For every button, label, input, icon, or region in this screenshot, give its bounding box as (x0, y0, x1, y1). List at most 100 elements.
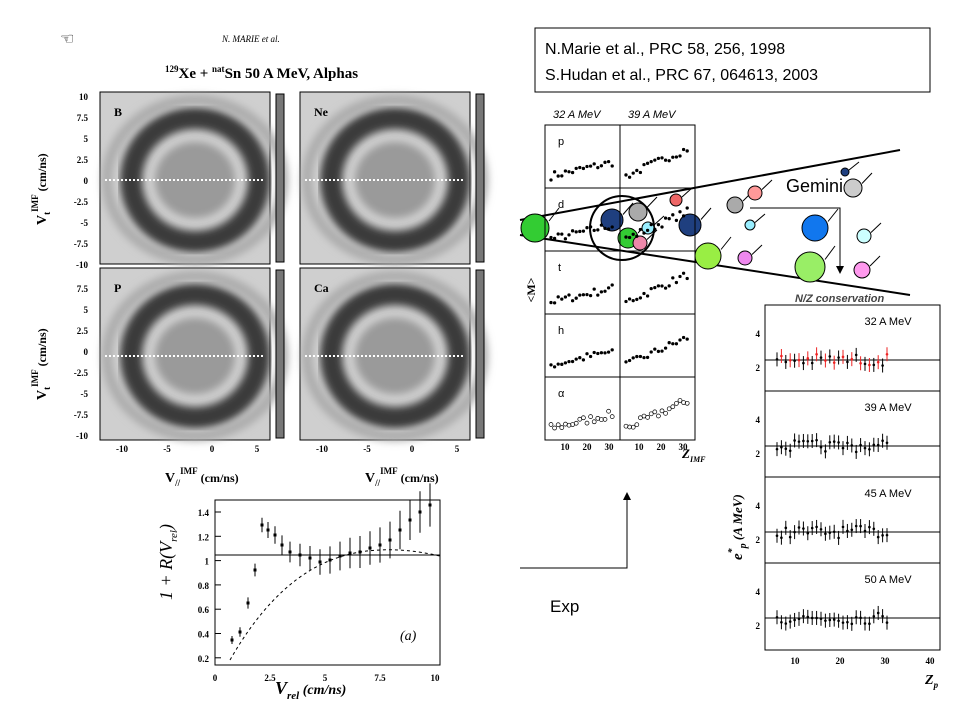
map-streak (369, 355, 371, 357)
mult-point (578, 293, 582, 297)
mult-point (674, 280, 679, 285)
axis-label: ZIMF (681, 446, 706, 464)
mult-panel (619, 376, 696, 441)
exc-point (824, 359, 827, 362)
x-tick-label: 0 (410, 444, 415, 454)
map-streak (225, 179, 227, 181)
map-streak (349, 179, 351, 181)
fragment-track (751, 244, 763, 255)
mult-point (592, 162, 596, 166)
mult-point (635, 168, 639, 173)
mult-point (556, 174, 560, 178)
map-streak (321, 179, 323, 181)
mult-point (599, 417, 604, 422)
mult-point (667, 341, 671, 345)
mult-point (656, 413, 661, 419)
mult-point (666, 406, 672, 412)
exc-point (859, 524, 862, 528)
mult-point (563, 237, 568, 241)
map-streak (381, 179, 383, 181)
map-streak (173, 355, 175, 357)
mult-point (656, 349, 661, 354)
corr-point (246, 601, 250, 605)
map-streak (233, 355, 235, 357)
axis-label: VtIMF (cm/ns) (30, 153, 52, 225)
fragment (840, 167, 850, 177)
exc-point (784, 526, 788, 530)
map-streak (201, 179, 203, 181)
mult-point (653, 158, 657, 162)
mult-point (574, 230, 578, 234)
panel-label: 39 A MeV (864, 402, 912, 414)
corr-point (318, 560, 322, 564)
map-streak (169, 179, 171, 181)
fragment-track (653, 215, 665, 226)
x-tick-label: 30 (679, 442, 689, 452)
map-streak (425, 355, 427, 357)
x-tick-label: -5 (163, 444, 171, 454)
fragment-track (646, 196, 658, 208)
axis-label-part: (A MeV) (730, 494, 745, 543)
fragment-track (870, 222, 882, 233)
corr-point (408, 518, 412, 522)
mult-point (645, 294, 650, 298)
map-streak (373, 179, 375, 181)
exc-point (850, 444, 854, 447)
mult-point (588, 354, 593, 359)
map-streak (341, 179, 343, 181)
map-streak (333, 355, 335, 357)
map-streak (341, 355, 343, 357)
corr-point (418, 510, 422, 514)
corr-point (338, 554, 342, 558)
gemini-label: Gemini (786, 176, 843, 196)
map-streak (129, 179, 131, 181)
map-streak (385, 179, 387, 181)
mult-point (667, 284, 671, 288)
corr-point (428, 503, 432, 507)
mult-point (556, 295, 560, 299)
map-streak (329, 355, 331, 357)
map-streak (401, 355, 403, 357)
color-bar (475, 93, 485, 263)
map-streak (337, 179, 339, 181)
exc-point (868, 622, 871, 626)
exc-point (780, 620, 783, 624)
map-streak (233, 179, 235, 181)
exc-point (872, 443, 876, 447)
map-streak (137, 355, 139, 357)
map-streak (193, 355, 195, 357)
y-tick-label: -2.5 (74, 368, 89, 378)
exc-point (872, 527, 876, 531)
map-streak (121, 355, 123, 357)
map-streak (109, 179, 111, 181)
map-streak (177, 179, 179, 181)
exc-point (793, 439, 796, 442)
mult-point (663, 410, 668, 416)
map-streak (205, 355, 207, 357)
mult-point (663, 286, 668, 290)
panel-label: P (114, 281, 121, 295)
map-streak (409, 179, 411, 181)
exc-point (788, 535, 792, 539)
y-tick-label: 10 (79, 92, 89, 102)
mult-point (599, 164, 604, 168)
exc-point (872, 363, 876, 367)
y-tick-label: -2.5 (74, 197, 89, 207)
x-tick-label: -10 (316, 444, 328, 454)
mult-point (592, 350, 596, 355)
mult-point (581, 415, 586, 421)
mult-point (599, 223, 604, 227)
mult-point (627, 175, 632, 179)
mult-point (642, 291, 646, 296)
mult-point (548, 422, 554, 427)
exc-point (859, 616, 862, 620)
exc-point (824, 450, 827, 453)
mult-point (578, 356, 582, 360)
hand-icon: ☜ (60, 31, 74, 48)
exc-point (837, 356, 840, 359)
mult-point (624, 360, 628, 364)
y-tick-label: 0.4 (198, 630, 210, 640)
reference-box (534, 27, 931, 93)
y-tick-label: -10 (76, 260, 88, 270)
axis-label-part: V (365, 471, 375, 486)
